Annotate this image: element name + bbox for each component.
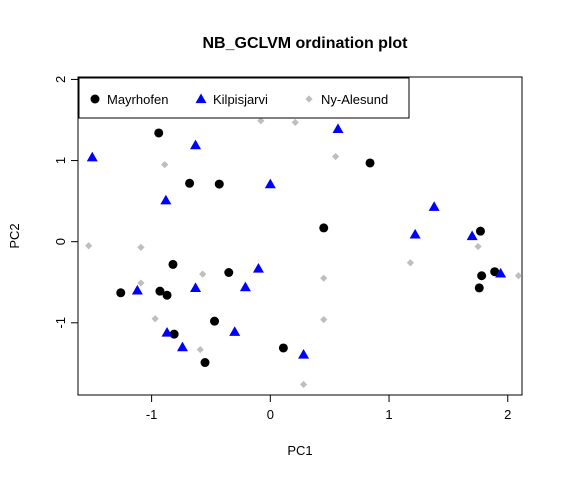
legend-label-ny-alesund: Ny-Alesund — [321, 92, 388, 107]
point-kilpisjarvi — [190, 282, 202, 293]
plot-frame — [77, 76, 523, 396]
point-kilpisjarvi — [161, 327, 173, 337]
point-ny-alesund — [161, 161, 169, 169]
point-mayrhofen — [162, 290, 172, 300]
x-axis-label: PC1 — [287, 443, 312, 458]
legend-label-kilpisjarvi: Kilpisjarvi — [213, 92, 268, 107]
x-tick-label: -1 — [146, 407, 158, 422]
point-mayrhofen — [116, 288, 126, 298]
point-kilpisjarvi — [239, 281, 251, 292]
x-tick-label: 0 — [267, 407, 274, 422]
point-ny-alesund — [151, 315, 159, 323]
legend: Mayrhofen Kilpisjarvi Ny-Alesund — [78, 77, 410, 119]
point-ny-alesund — [137, 243, 145, 251]
y-axis: -1 0 1 2 — [53, 76, 78, 329]
point-ny-alesund — [291, 118, 299, 127]
point-mayrhofen — [155, 286, 165, 296]
point-mayrhofen — [200, 358, 210, 368]
point-kilpisjarvi — [466, 230, 478, 241]
legend-marker-kilpisjarvi — [195, 93, 207, 104]
point-kilpisjarvi — [131, 284, 143, 295]
data-points — [85, 117, 523, 389]
point-kilpisjarvi — [160, 194, 172, 205]
x-axis: -1 0 1 2 — [146, 395, 511, 422]
point-kilpisjarvi — [332, 123, 344, 134]
point-mayrhofen — [475, 226, 485, 236]
y-tick-label: -1 — [53, 317, 68, 329]
point-ny-alesund — [320, 274, 328, 282]
point-mayrhofen — [224, 268, 234, 278]
point-mayrhofen — [474, 283, 484, 293]
point-ny-alesund — [299, 380, 308, 389]
point-ny-alesund — [196, 345, 204, 354]
y-tick-label: 0 — [53, 238, 68, 245]
point-mayrhofen — [210, 316, 220, 326]
point-mayrhofen — [477, 271, 487, 281]
point-mayrhofen — [319, 223, 329, 233]
point-ny-alesund — [85, 242, 93, 250]
point-mayrhofen — [168, 259, 178, 269]
point-kilpisjarvi — [298, 348, 310, 359]
y-tick-label: 1 — [53, 157, 68, 164]
point-kilpisjarvi — [252, 262, 264, 273]
point-ny-alesund — [199, 270, 207, 278]
point-mayrhofen — [214, 179, 224, 189]
point-kilpisjarvi — [190, 139, 202, 150]
chart-title: NB_GCLVM ordination plot — [202, 35, 408, 52]
point-mayrhofen — [278, 343, 288, 353]
point-kilpisjarvi — [409, 228, 421, 239]
legend-marker-ny-alesund — [305, 95, 313, 103]
y-tick-label: 2 — [53, 76, 68, 83]
point-mayrhofen — [490, 267, 500, 277]
legend-box — [78, 77, 410, 119]
legend-marker-mayrhofen — [90, 94, 100, 104]
legend-label-mayrhofen: Mayrhofen — [107, 92, 168, 107]
x-tick-label: 2 — [504, 407, 511, 422]
point-mayrhofen — [154, 128, 164, 138]
point-kilpisjarvi — [86, 151, 98, 162]
point-mayrhofen — [365, 158, 375, 168]
point-ny-alesund — [320, 315, 328, 324]
point-ny-alesund — [474, 242, 482, 251]
x-tick-label: 1 — [385, 407, 392, 422]
point-kilpisjarvi — [229, 326, 241, 336]
point-mayrhofen — [185, 178, 195, 188]
point-ny-alesund — [137, 279, 145, 287]
point-ny-alesund — [257, 117, 265, 125]
point-kilpisjarvi — [428, 201, 440, 211]
point-ny-alesund — [514, 272, 523, 280]
point-kilpisjarvi — [264, 178, 276, 189]
y-axis-label: PC2 — [7, 223, 22, 248]
point-kilpisjarvi — [495, 267, 507, 278]
point-ny-alesund — [332, 152, 340, 161]
point-kilpisjarvi — [176, 341, 188, 352]
point-ny-alesund — [406, 259, 415, 267]
